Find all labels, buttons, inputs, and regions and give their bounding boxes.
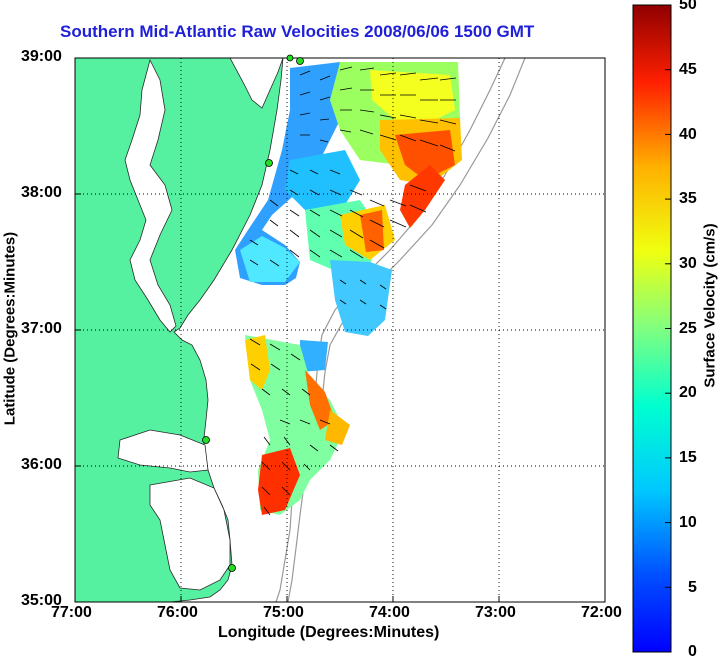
colorbar-tick: 30	[679, 255, 697, 272]
colorbar-tick: 50	[679, 0, 697, 13]
chesapeake-bay	[124, 58, 177, 333]
x-tick: 73:00	[475, 604, 516, 621]
velocity-field	[235, 62, 462, 515]
velocity-vectors	[249, 66, 457, 516]
isobath	[287, 58, 526, 602]
colorbar-tick: 10	[679, 514, 697, 531]
colorbar-tick: 45	[679, 61, 697, 78]
y-tick: 35:00	[21, 592, 62, 609]
delaware-bay	[229, 58, 284, 109]
colorbar-label: Surface Velocity (cm/s)	[701, 223, 719, 388]
y-tick: 39:00	[21, 48, 62, 65]
radar-site-marker	[265, 159, 273, 167]
x-tick: 72:00	[581, 604, 622, 621]
colorbar-tick: 20	[679, 384, 697, 401]
y-tick: 36:00	[21, 456, 62, 473]
colorbar	[632, 4, 672, 653]
colorbar-tick: 40	[679, 126, 697, 143]
x-tick: 75:00	[263, 604, 304, 621]
x-tick: 74:00	[369, 604, 410, 621]
x-tick: 76:00	[157, 604, 198, 621]
colorbar-tick: 15	[679, 449, 697, 466]
colorbar-tick: 5	[688, 579, 697, 596]
colorbar-tick: 0	[688, 643, 697, 660]
albemarle-sound	[117, 429, 209, 473]
colorbar-tick: 25	[679, 320, 697, 337]
radar-site-marker	[228, 564, 236, 572]
grid	[75, 58, 605, 602]
y-tick: 37:00	[21, 320, 62, 337]
radar-site-marker	[296, 57, 304, 65]
colorbar-tick: 35	[679, 190, 697, 207]
x-tick: 77:00	[51, 604, 92, 621]
y-axis-label: Latitude (Degrees:Minutes)	[1, 231, 19, 426]
radar-sites	[202, 54, 304, 572]
x-axis-label: Longitude (Degrees:Minutes)	[218, 624, 440, 641]
radar-site-marker	[286, 54, 294, 62]
y-tick: 38:00	[21, 184, 62, 201]
pamlico-sound	[149, 477, 231, 591]
radar-site-marker	[202, 436, 210, 444]
